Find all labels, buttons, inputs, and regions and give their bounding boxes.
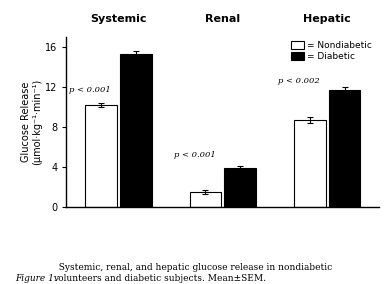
Text: Systemic: Systemic <box>90 14 147 24</box>
Bar <box>190 192 221 207</box>
Text: Renal: Renal <box>205 14 240 24</box>
Bar <box>294 120 326 207</box>
Text: Systemic, renal, and hepatic glucose release in nondiabetic
volunteers and diabe: Systemic, renal, and hepatic glucose rel… <box>53 263 332 283</box>
Legend: = Nondiabetic, = Diabetic: = Nondiabetic, = Diabetic <box>288 38 375 64</box>
Y-axis label: Glucose Release
(μmol·kg⁻¹·min⁻¹): Glucose Release (μmol·kg⁻¹·min⁻¹) <box>21 79 42 165</box>
Bar <box>328 90 361 207</box>
Bar <box>85 105 117 207</box>
Bar <box>120 54 152 207</box>
Text: Hepatic: Hepatic <box>303 14 351 24</box>
Text: p < 0.002: p < 0.002 <box>278 77 320 85</box>
Text: p < 0.001: p < 0.001 <box>174 151 215 159</box>
Text: p < 0.001: p < 0.001 <box>69 86 111 94</box>
Text: Figure 1.: Figure 1. <box>16 273 57 283</box>
Bar <box>224 168 256 207</box>
